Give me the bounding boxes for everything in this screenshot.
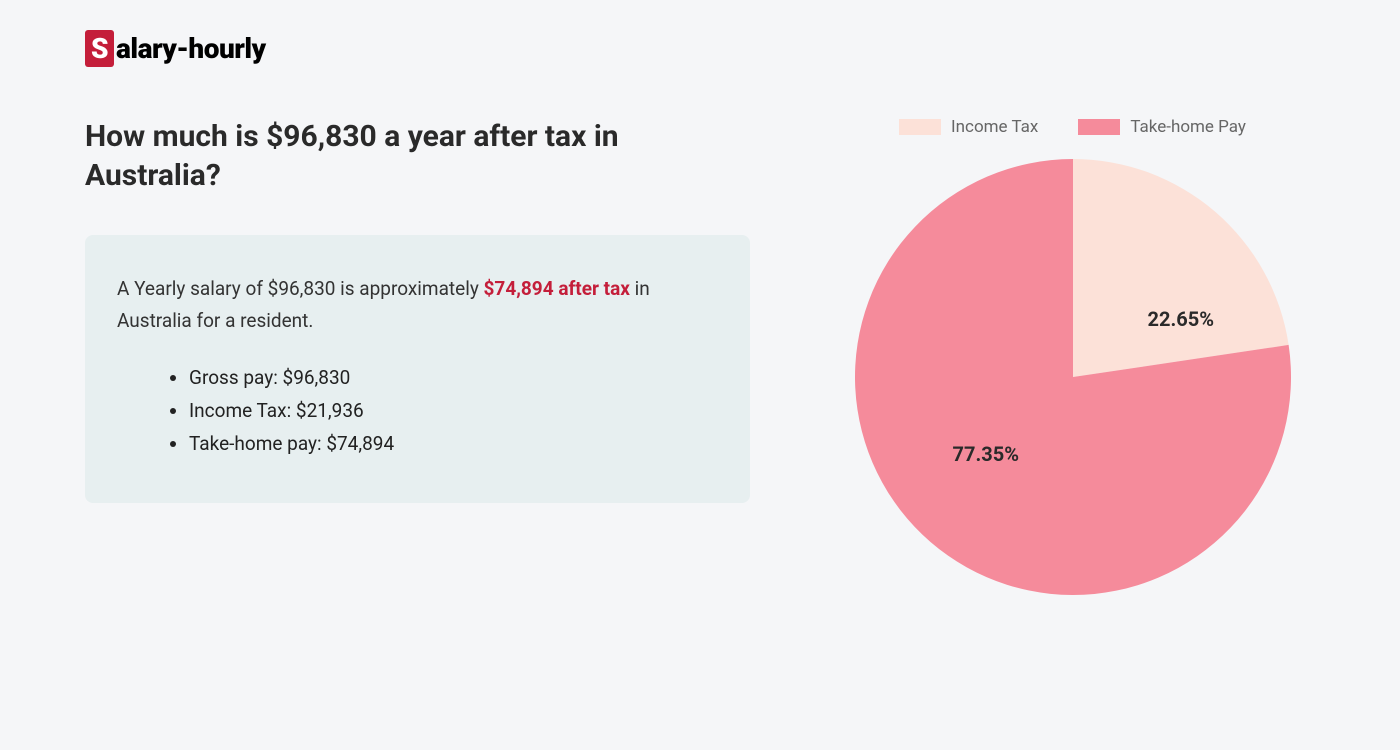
pie-svg xyxy=(853,157,1293,597)
pie-chart: 22.65% 77.35% xyxy=(853,157,1293,597)
summary-text: A Yearly salary of $96,830 is approximat… xyxy=(117,273,712,338)
list-item: Gross pay: $96,830 xyxy=(189,366,712,389)
summary-highlight: $74,894 after tax xyxy=(484,277,630,300)
legend-item-takehome: Take-home Pay xyxy=(1078,117,1246,137)
logo-rest: alary-hourly xyxy=(116,32,266,65)
pie-slice-label-takehome: 77.35% xyxy=(953,442,1019,466)
summary-prefix: A Yearly salary of $96,830 is approximat… xyxy=(117,277,484,300)
logo-s-badge: S xyxy=(85,30,114,67)
chart-legend: Income Tax Take-home Pay xyxy=(830,117,1315,137)
legend-swatch xyxy=(899,119,941,135)
breakdown-list: Gross pay: $96,830 Income Tax: $21,936 T… xyxy=(117,366,712,455)
logo: Salary-hourly xyxy=(85,30,1315,67)
list-item: Take-home pay: $74,894 xyxy=(189,432,712,455)
legend-label: Income Tax xyxy=(951,117,1038,137)
summary-infobox: A Yearly salary of $96,830 is approximat… xyxy=(85,235,750,503)
list-item: Income Tax: $21,936 xyxy=(189,399,712,422)
pie-slice-label-income-tax: 22.65% xyxy=(1148,307,1214,331)
legend-swatch xyxy=(1078,119,1120,135)
chart-column: Income Tax Take-home Pay 22.65% 77.35% xyxy=(830,117,1315,597)
legend-item-income-tax: Income Tax xyxy=(899,117,1038,137)
left-column: How much is $96,830 a year after tax in … xyxy=(85,117,750,597)
page-title: How much is $96,830 a year after tax in … xyxy=(85,117,750,195)
legend-label: Take-home Pay xyxy=(1130,117,1246,137)
main-content: How much is $96,830 a year after tax in … xyxy=(85,117,1315,597)
